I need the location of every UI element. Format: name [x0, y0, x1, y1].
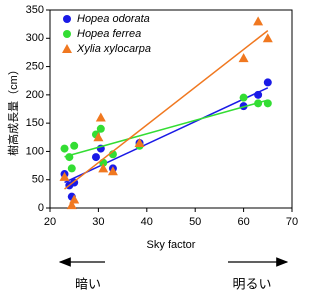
- point: [239, 93, 248, 102]
- plot-frame: [49, 9, 293, 209]
- trend-line: [64, 30, 269, 190]
- chart: 樹高成長量（cm） Sky factor 暗い 明るい 0 50 100 150 200…: [6, 4, 298, 292]
- point: [253, 16, 264, 26]
- y-tick-label: 250: [26, 60, 44, 72]
- legend-label: Hopea odorata: [77, 13, 150, 25]
- legend-label: Hopea ferrea: [77, 28, 141, 40]
- point: [263, 78, 272, 87]
- point: [60, 144, 69, 153]
- point: [93, 132, 104, 142]
- point: [254, 99, 263, 108]
- point: [91, 153, 100, 162]
- point: [134, 137, 145, 147]
- annotation: 暗い: [75, 276, 101, 291]
- x-tick-label: 30: [92, 216, 104, 228]
- point: [69, 194, 80, 204]
- legend-marker: [63, 15, 71, 23]
- trend-line: [64, 87, 269, 184]
- point: [254, 90, 263, 99]
- y-tick-label: 150: [26, 117, 44, 129]
- point: [96, 124, 105, 133]
- x-axis-label: Sky factor: [147, 239, 196, 251]
- point: [263, 99, 272, 108]
- x-tick-label: 60: [237, 216, 249, 228]
- legend-label: Xylia xylocarpa: [76, 43, 151, 55]
- y-tick-label: 50: [32, 174, 44, 186]
- y-tick-label: 300: [26, 32, 44, 44]
- point: [59, 171, 70, 181]
- y-axis-label: 樹高成長量（cm）: [6, 64, 20, 156]
- y-tick-label: 100: [26, 145, 44, 157]
- point: [67, 164, 76, 173]
- y-tick-label: 200: [26, 89, 44, 101]
- y-tick-label: 350: [26, 4, 44, 16]
- point: [66, 200, 77, 210]
- point: [107, 166, 118, 176]
- point: [262, 33, 273, 43]
- point: [70, 141, 79, 150]
- legend-marker: [62, 44, 72, 53]
- point: [238, 53, 249, 63]
- x-tick-label: 70: [286, 216, 298, 228]
- annotation: 明るい: [232, 276, 271, 291]
- y-tick-label: 0: [38, 202, 44, 214]
- point: [98, 163, 109, 173]
- legend-marker: [63, 30, 71, 38]
- trend-line: [64, 99, 269, 158]
- point: [65, 153, 74, 162]
- x-tick-label: 50: [189, 216, 201, 228]
- x-tick-label: 40: [141, 216, 153, 228]
- x-tick-label: 20: [44, 216, 56, 228]
- point: [95, 112, 106, 122]
